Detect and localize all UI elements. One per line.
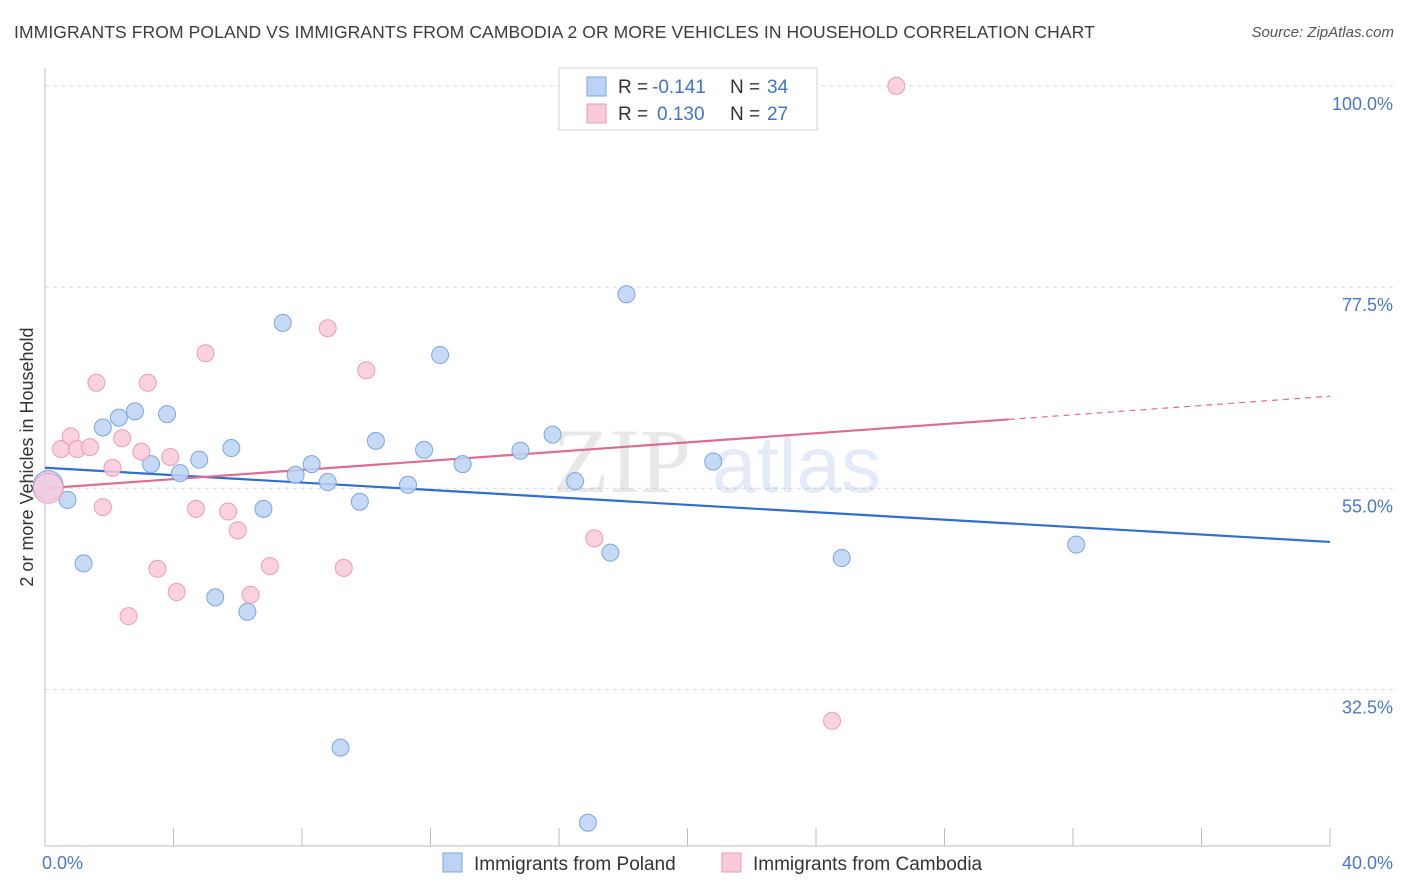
point-cambodia [318,319,337,338]
x-tick-label-max: 40.0% [1342,853,1393,873]
point-poland [273,313,292,332]
y-axis-label: 2 or more Vehicles in Household [17,327,37,586]
point-poland [238,602,257,621]
point-poland [142,455,161,474]
point-cambodia [260,557,279,576]
point-cambodia [357,361,376,380]
point-cambodia [80,438,99,457]
point-poland [158,405,177,424]
point-poland [1067,535,1086,554]
point-cambodia [585,529,604,548]
point-poland [190,450,209,469]
point-poland [431,346,450,365]
point-poland [399,475,418,494]
point-poland [832,549,851,568]
bottom-legend-label-cambodia: Immigrants from Cambodia [753,854,983,875]
trend-line-cambodia-extension [1008,395,1331,421]
point-cambodia [87,373,106,392]
point-poland [206,588,225,607]
point-poland [331,738,350,757]
point-poland [74,554,93,573]
legend-r-label-poland: R = [618,77,648,98]
point-cambodia [196,344,215,363]
bottom-legend-swatch-poland [442,852,463,873]
point-cambodia [113,429,132,448]
y-tick-label: 77.5% [1342,295,1393,315]
point-poland [109,408,128,427]
point-poland [222,439,241,458]
point-cambodia [241,585,260,604]
point-poland [318,473,337,492]
point-cambodia [148,559,167,578]
trend-line-poland [44,466,1331,544]
legend-r-value-poland: -0.141 [652,77,706,98]
point-cambodia [138,373,157,392]
x-ticks [44,828,1331,846]
point-poland [511,441,530,460]
point-poland [254,499,273,518]
point-cambodia [228,521,247,540]
bottom-legend-swatch-cambodia [721,852,742,873]
point-poland [578,813,597,832]
gridlines [45,85,1393,691]
point-poland [566,472,585,491]
point-poland [704,452,723,471]
point-poland [125,402,144,421]
legend-r-value-cambodia: 0.130 [657,104,705,125]
y-tick-label: 100.0% [1332,94,1393,114]
point-poland [302,455,321,474]
watermark-atlas: atlas [712,420,881,509]
series-legend: Immigrants from Poland Immigrants from C… [442,852,983,875]
point-cambodia [334,558,353,577]
legend-n-label-cambodia: N = [730,104,760,125]
data-points [32,76,1086,832]
point-cambodia [823,711,842,730]
legend-n-value-poland: 34 [767,77,789,98]
legend-swatch-poland [586,76,607,97]
legend-r-label-cambodia: R = [618,104,648,125]
point-cambodia [887,76,906,95]
y-tick-label: 32.5% [1342,698,1393,718]
point-poland [286,465,305,484]
y-tick-labels: 32.5% 55.0% 77.5% 100.0% [1332,94,1393,718]
point-cambodia [186,499,205,518]
point-cambodia [161,448,180,466]
point-poland [601,543,620,562]
point-cambodia [103,458,122,477]
point-poland [453,455,472,474]
point-cambodia [32,472,64,504]
point-poland [415,440,434,459]
x-tick-label-min: 0.0% [42,853,83,873]
watermark-zip: ZIP [553,410,691,512]
correlation-legend: R = -0.141 N = 34 R = 0.130 N = 27 [558,67,818,131]
point-cambodia [119,607,138,626]
point-cambodia [167,583,186,602]
source-credit: Source: ZipAtlas.com [1251,24,1394,41]
point-poland [350,492,369,511]
legend-swatch-cambodia [586,103,607,124]
point-cambodia [132,442,151,461]
point-poland [58,490,77,509]
point-cambodia [93,498,112,517]
watermark: ZIP atlas [553,410,881,512]
point-poland [543,425,562,444]
point-cambodia [219,502,238,521]
legend-n-label-poland: N = [730,77,760,98]
chart-title: IMMIGRANTS FROM POLAND VS IMMIGRANTS FRO… [14,22,1095,42]
point-poland [170,464,189,483]
legend-n-value-cambodia: 27 [767,104,788,125]
point-poland [93,418,112,437]
y-tick-label: 55.0% [1342,496,1393,516]
bottom-legend-label-poland: Immigrants from Poland [474,854,676,875]
point-poland [617,285,636,304]
point-poland [366,431,385,450]
